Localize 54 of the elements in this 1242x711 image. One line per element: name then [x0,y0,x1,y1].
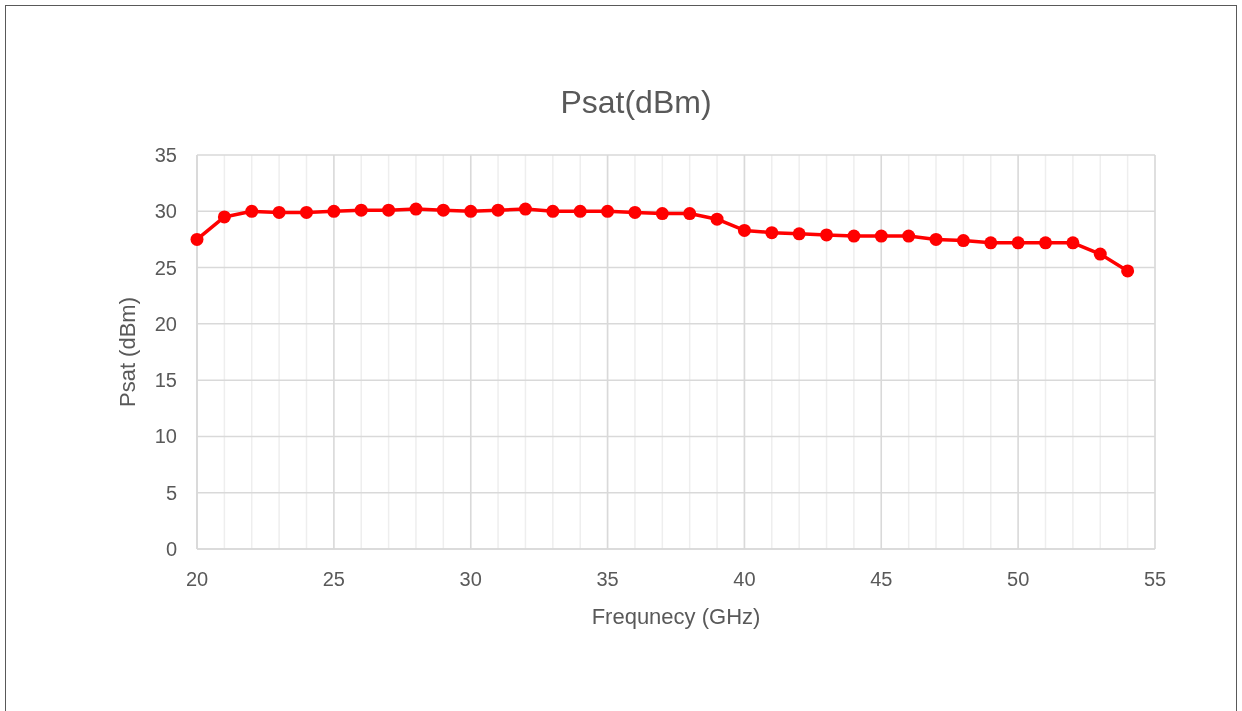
y-tick-label: 25 [154,256,177,279]
point [546,204,560,218]
point [601,204,615,218]
point [874,229,888,243]
x-tick-label: 35 [596,568,619,590]
y-tick-label: 10 [154,425,177,448]
point [272,205,286,219]
point [984,236,998,250]
point [245,204,259,218]
point [518,202,532,216]
point [409,202,423,216]
y-tick-label: 30 [154,200,177,223]
point [628,205,642,219]
point [929,232,943,246]
point [190,232,204,246]
point [327,204,341,218]
point [1039,236,1053,250]
point [765,226,779,240]
y-tick-label: 5 [165,481,177,504]
x-tick-label: 25 [322,568,345,590]
point [573,204,587,218]
point [1121,264,1135,278]
x-tick-label: 55 [1143,568,1167,590]
point [683,207,697,221]
point [354,203,368,217]
y-tick-label: 35 [154,144,177,166]
x-tick-label: 30 [459,568,482,590]
point [1093,247,1107,261]
point [710,212,724,226]
point [655,207,669,221]
point [737,223,751,237]
x-tick-label: 40 [733,568,756,590]
x-tick-label: 45 [870,568,893,590]
x-tick-label: 50 [1007,568,1030,590]
point [436,203,450,217]
point [820,228,834,242]
point [847,229,861,243]
point [217,210,231,224]
point [464,204,478,218]
x-tick-label: 20 [185,568,209,590]
y-tick-label: 15 [154,369,177,392]
point [902,229,916,243]
point [1066,236,1080,250]
y-tick-label: 0 [165,538,177,560]
y-tick-label: 20 [154,312,177,335]
point [956,234,970,248]
point [491,203,505,217]
x-axis-title: Frequnecy (GHz) [591,604,761,629]
point [1011,236,1025,250]
point [382,203,396,217]
chart-title: Psat(dBm) [560,84,712,120]
point [792,227,806,241]
y-axis-title: Psat (dBm) [115,296,140,408]
point [299,205,313,219]
